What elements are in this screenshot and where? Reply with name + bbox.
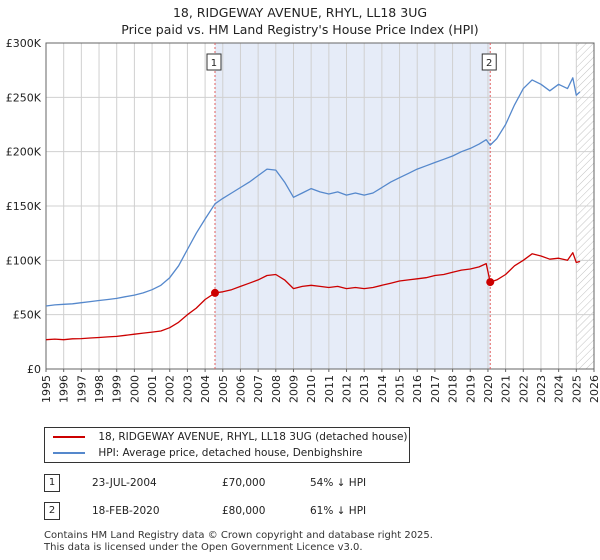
y-tick-label: £200K: [6, 146, 42, 159]
annotation-box: [481, 53, 497, 71]
footer: Contains HM Land Registry data © Crown c…: [44, 530, 433, 554]
x-tick-label: 2003: [181, 375, 194, 403]
x-tick-label: 2020: [482, 375, 495, 403]
annotation-label: 1: [211, 58, 217, 69]
x-tick-label: 2014: [376, 375, 389, 403]
sale-point: [210, 288, 219, 297]
x-tick-label: 2009: [287, 375, 300, 403]
x-tick-label: 1997: [75, 375, 88, 403]
x-tick-label: 2012: [341, 375, 354, 403]
y-tick-label: £50K: [13, 309, 42, 322]
x-tick-label: 2005: [217, 375, 230, 403]
y-tick-label: £150K: [6, 200, 42, 213]
price-chart: £0 £50K £100K £150K £200K £250K £300K 1995 1996 1…: [6, 37, 600, 403]
transaction-marker: 1: [44, 474, 60, 492]
series-line-hpi: [45, 77, 581, 307]
annotation-label: 2: [486, 58, 492, 69]
x-tick-label: 2016: [411, 375, 424, 403]
x-tick-label: 2026: [588, 375, 600, 403]
x-tick-label: 2013: [358, 375, 371, 403]
transaction-date: 18-FEB-2020: [92, 505, 160, 517]
chart-title-block: 18, RIDGEWAY AVENUE, RHYL, LL18 3UG Pric…: [0, 4, 600, 38]
x-tick-label: 2017: [429, 375, 442, 403]
legend: 18, RIDGEWAY AVENUE, RHYL, LL18 3UG (det…: [44, 427, 410, 463]
footer-licence: This data is licensed under the Open Gov…: [44, 542, 363, 553]
y-tick-label: £0: [27, 363, 41, 376]
transaction-date: 23-JUL-2004: [92, 477, 157, 489]
x-tick-label: 2018: [447, 375, 460, 403]
x-tick-label: 1999: [111, 375, 124, 403]
x-tick-label: 2007: [252, 375, 265, 403]
legend-item-hpi: HPI: Average price, detached house, Denb…: [53, 445, 362, 461]
x-tick-label: 2002: [164, 375, 177, 403]
transaction-price: £70,000: [222, 477, 266, 489]
x-tick-label: 2006: [234, 375, 247, 403]
x-tick-label: 2021: [500, 375, 513, 403]
plot-frame: [45, 42, 595, 370]
x-tick-label: 2008: [270, 375, 283, 403]
legend-swatch-property: [53, 436, 85, 438]
x-tick-label: 2023: [535, 375, 548, 403]
transaction-hpi-diff: 54% ↓ HPI: [310, 477, 367, 489]
x-tick-label: 2025: [570, 375, 583, 403]
chart-title: 18, RIDGEWAY AVENUE, RHYL, LL18 3UG: [172, 5, 428, 20]
x-tick-label: 2015: [394, 375, 407, 403]
chart-subtitle: Price paid vs. HM Land Registry's House …: [121, 22, 479, 37]
sale-point: [486, 278, 495, 287]
x-tick-label: 2010: [305, 375, 318, 403]
y-tick-label: £100K: [6, 254, 42, 267]
legend-item-property: 18, RIDGEWAY AVENUE, RHYL, LL18 3UG (det…: [53, 429, 408, 445]
x-tick-label: 1995: [40, 375, 53, 403]
x-tick-label: 1996: [58, 375, 71, 403]
y-tick-label: £300K: [6, 37, 42, 50]
transaction-price: £80,000: [222, 505, 266, 517]
x-tick-label: 2001: [146, 375, 159, 403]
series-line-property: [45, 252, 581, 341]
annotation-box: [206, 53, 222, 71]
x-tick-label: 2024: [553, 375, 566, 403]
x-tick-label: 2004: [199, 375, 212, 403]
x-tick-label: 2022: [517, 375, 530, 403]
legend-label-property: 18, RIDGEWAY AVENUE, RHYL, LL18 3UG (det…: [98, 431, 408, 443]
footer-copyright: Contains HM Land Registry data © Crown c…: [44, 530, 433, 541]
transaction-row: 1 23-JUL-2004 £70,000 54% ↓ HPI: [44, 473, 464, 493]
transaction-row: 2 18-FEB-2020 £80,000 61% ↓ HPI: [44, 501, 464, 521]
x-tick-label: 2011: [323, 375, 336, 403]
legend-label-hpi: HPI: Average price, detached house, Denb…: [98, 447, 363, 459]
x-tick-label: 2019: [464, 375, 477, 403]
x-tick-label: 1998: [93, 375, 106, 403]
y-tick-label: £250K: [6, 91, 42, 104]
transaction-hpi-diff: 61% ↓ HPI: [310, 505, 367, 517]
legend-swatch-hpi: [53, 452, 85, 454]
transaction-marker: 2: [44, 502, 60, 520]
x-tick-label: 2000: [128, 375, 141, 403]
